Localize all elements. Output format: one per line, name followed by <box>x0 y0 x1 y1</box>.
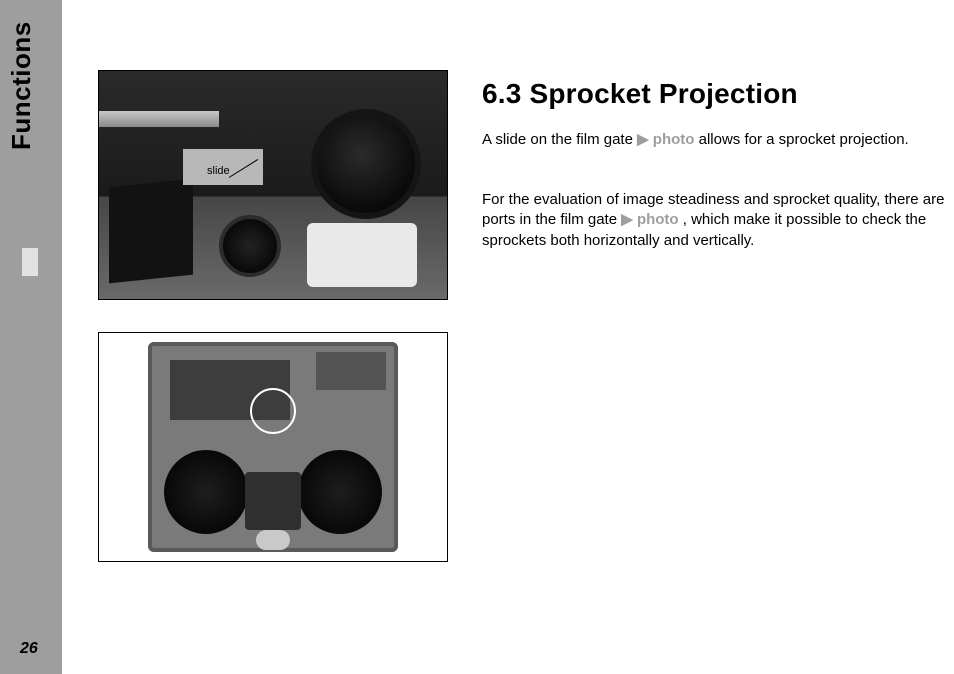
photo-projector-top-view <box>98 332 448 562</box>
paragraph-1: A slide on the film gate ▶ photo allows … <box>482 130 952 150</box>
para1-text-a: A slide on the film gate <box>482 131 637 148</box>
section-tab <box>22 248 38 276</box>
page-content: slide 6.3 Sprocket Projection A slide on… <box>62 0 954 674</box>
photo1-lens-large <box>311 109 421 219</box>
photo2-highlight-circle <box>250 388 296 434</box>
section-heading: 6.3 Sprocket Projection <box>482 78 798 110</box>
photo1-white-block <box>307 223 417 287</box>
photo2-projector-body <box>148 342 398 552</box>
photo2-pcb <box>316 352 386 390</box>
photo-reference-icon: ▶ photo <box>621 211 678 228</box>
para1-text-b: allows for a sprocket projection. <box>699 131 909 148</box>
photo2-reel-left <box>164 450 248 534</box>
photo-reference-icon: ▶ photo <box>637 131 694 148</box>
section-title-vertical: Functions <box>6 21 37 150</box>
photo-film-gate-closeup: slide <box>98 70 448 300</box>
paragraph-2: For the evaluation of image steadiness a… <box>482 190 952 251</box>
left-gray-sidebar: Functions 26 <box>0 0 62 674</box>
photo2-knob <box>256 530 290 550</box>
photo1-dark-bracket <box>109 179 193 284</box>
photo1-guide-rod <box>99 111 219 127</box>
photo2-reel-right <box>298 450 382 534</box>
photo1-lens-small <box>219 215 281 277</box>
page-number: 26 <box>20 640 38 658</box>
photo1-callout-label: slide <box>205 165 232 177</box>
photo2-center-panel <box>245 472 301 530</box>
